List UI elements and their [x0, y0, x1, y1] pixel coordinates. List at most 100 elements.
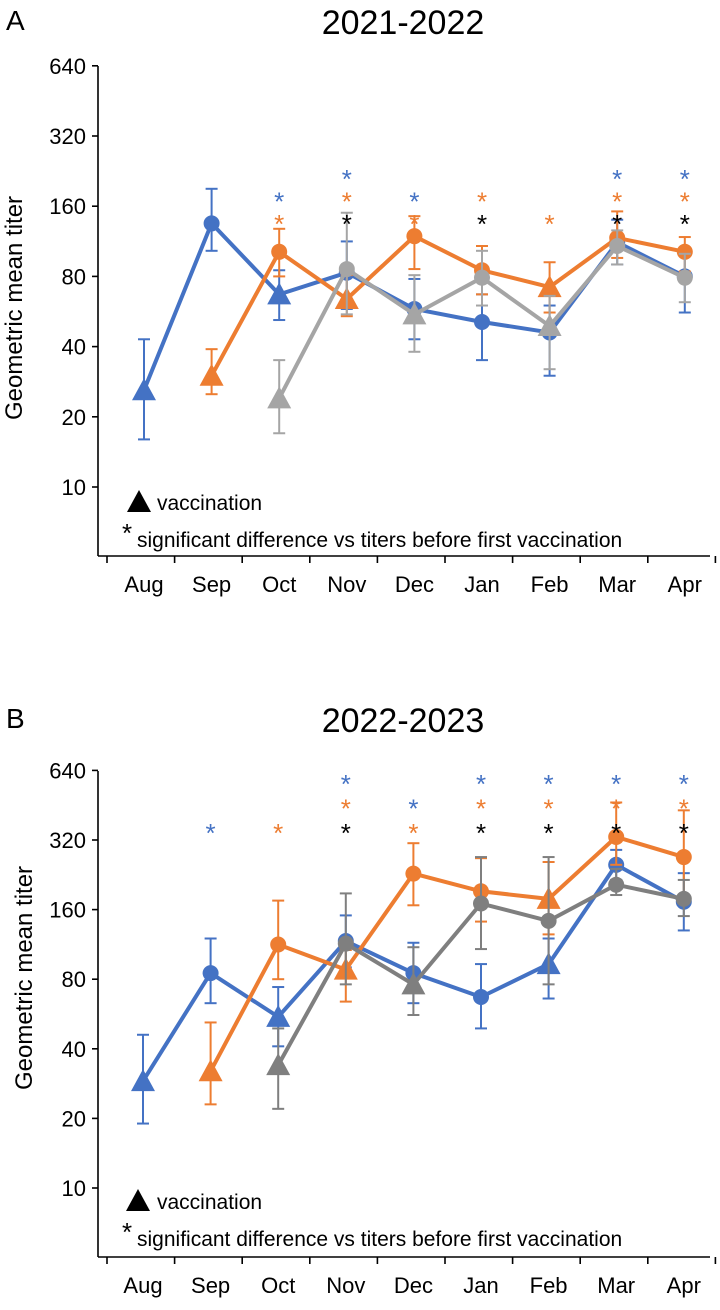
panel-b-letter: B [6, 703, 25, 734]
x-tick-label: Jan [463, 1273, 498, 1298]
y-tick-label: 10 [62, 1176, 86, 1201]
x-tick-label: Sep [191, 1273, 230, 1298]
series-3 [267, 211, 693, 435]
x-tick-label: Apr [667, 1273, 701, 1298]
panel-b: B 2022-2023 Geometric mean titer 10 20 40 8… [6, 702, 717, 1298]
x-tick-label: Feb [531, 572, 569, 597]
significance-star: * [341, 769, 351, 799]
panel-b-vaccination-legend-marker [126, 1189, 150, 1211]
data-point [473, 989, 489, 1006]
panel-a-note-star: * [122, 518, 132, 548]
significance-star: * [680, 187, 690, 217]
vaccination-marker [401, 972, 426, 995]
significance-star: * [206, 818, 216, 848]
significance-star: * [342, 209, 352, 239]
data-point [474, 269, 490, 286]
vaccination-marker [267, 282, 292, 305]
x-tick-label: Oct [262, 572, 296, 597]
significance-star: * [612, 209, 622, 239]
significance-star: * [341, 818, 351, 848]
series-line [208, 834, 685, 1073]
x-tick-label: Dec [395, 572, 434, 597]
significance-star: * [680, 164, 690, 194]
x-tick-label: Oct [261, 1273, 295, 1298]
data-point [608, 828, 625, 845]
data-point [474, 313, 490, 330]
panel-a-y-axis: 10 20 40 80 160 320 640 [49, 54, 99, 556]
significance-star: * [476, 794, 486, 824]
panel-a-title: 2021-2022 [322, 4, 485, 42]
significance-star: * [408, 794, 418, 824]
data-point [608, 876, 625, 893]
panel-a-note-text: significant difference vs titers before … [137, 529, 622, 552]
significance-star: * [544, 794, 554, 824]
x-tick-label: Aug [123, 1273, 162, 1298]
y-tick-label: 10 [62, 475, 86, 500]
significance-star: * [409, 209, 419, 239]
significance-star: * [545, 209, 555, 239]
y-tick-label: 80 [62, 264, 86, 289]
y-tick-label: 20 [62, 1106, 86, 1131]
vaccination-marker [537, 275, 562, 298]
data-point [676, 243, 693, 260]
significance-star: * [611, 769, 621, 799]
vaccination-marker [132, 378, 156, 401]
x-tick-label: Jan [464, 572, 499, 597]
x-tick-label: Mar [597, 1273, 635, 1298]
significance-star: * [342, 164, 352, 194]
panel-a-y-axis-label: Geometric mean titer [1, 196, 28, 420]
significance-star: * [476, 818, 486, 848]
data-point [202, 965, 219, 982]
y-tick-label: 160 [49, 898, 86, 923]
significance-star: * [612, 187, 622, 217]
panel-b-legend: vaccination * significant difference vs … [122, 1189, 622, 1251]
panel-a-x-axis: Aug Sep Oct Nov Dec Jan Feb Mar Apr [98, 555, 717, 597]
data-point [609, 238, 626, 255]
vaccination-marker [198, 1059, 223, 1082]
y-tick-label: 40 [62, 1037, 86, 1062]
significance-star: * [408, 818, 418, 848]
x-tick-label: Mar [598, 572, 636, 597]
y-tick-label: 40 [62, 335, 86, 360]
x-tick-label: Feb [530, 1273, 568, 1298]
significance-star: * [341, 794, 351, 824]
data-point [338, 261, 355, 278]
significance-star: * [680, 209, 690, 239]
significance-star: * [207, 209, 217, 239]
panel-b-vaccination-legend-label: vaccination [157, 1191, 262, 1214]
series-3 [266, 856, 692, 1110]
x-tick-label: Nov [326, 1273, 365, 1298]
data-point [406, 228, 423, 245]
data-point [337, 935, 354, 952]
significance-star: * [679, 794, 689, 824]
significance-star: * [612, 164, 622, 194]
significance-star: * [476, 769, 486, 799]
vaccination-marker [537, 314, 562, 337]
x-tick-label: Aug [124, 572, 163, 597]
data-point [676, 269, 693, 286]
panel-b-title: 2022-2023 [322, 702, 485, 740]
x-tick-label: Dec [394, 1273, 433, 1298]
vaccination-marker [199, 363, 224, 386]
y-tick-label: 320 [49, 828, 86, 853]
data-point [270, 936, 287, 953]
x-tick-label: Apr [668, 572, 702, 597]
x-tick-label: Nov [327, 572, 366, 597]
x-tick-label: Sep [192, 572, 231, 597]
significance-star: * [274, 209, 284, 239]
significance-star: * [477, 209, 487, 239]
panel-a-vaccination-legend-label: vaccination [157, 492, 262, 515]
y-tick-label: 320 [49, 124, 86, 149]
data-point [540, 912, 557, 929]
significance-star: * [679, 769, 689, 799]
significance-star: * [273, 818, 283, 848]
data-point [405, 865, 422, 882]
y-tick-label: 640 [49, 54, 86, 79]
significance-star: * [342, 187, 352, 217]
panel-b-note-text: significant difference vs titers before … [137, 1228, 622, 1251]
significance-star: * [477, 187, 487, 217]
data-point [203, 215, 220, 232]
vaccination-marker [267, 386, 292, 409]
y-tick-label: 640 [49, 758, 86, 783]
